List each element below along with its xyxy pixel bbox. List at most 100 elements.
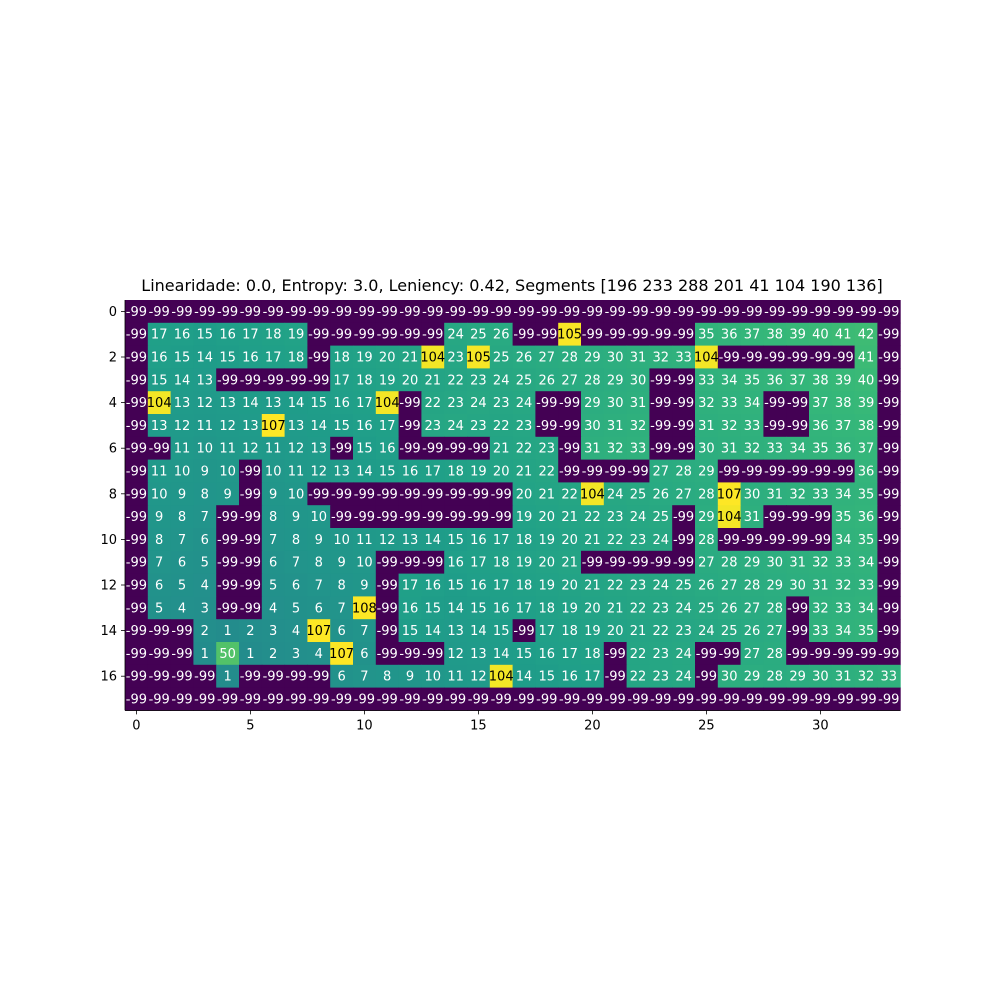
cell-value-label: 24	[447, 419, 464, 434]
heatmap-cell	[444, 642, 468, 666]
heatmap-cell	[467, 345, 491, 369]
heatmap-cell	[558, 664, 582, 689]
heatmap-cell	[854, 436, 878, 461]
heatmap-cell	[717, 322, 742, 347]
heatmap-cell	[695, 391, 719, 415]
cell-value-label: -99	[719, 647, 740, 662]
cell-value-label: 27	[721, 579, 738, 594]
heatmap-cell	[809, 345, 833, 369]
cell-value-label: 38	[858, 419, 875, 434]
cell-value-label: -99	[240, 487, 261, 502]
cell-value-label: 32	[858, 670, 875, 685]
heatmap-cell	[626, 528, 650, 552]
cell-value-label: 19	[470, 465, 487, 480]
heatmap-cell	[558, 505, 582, 529]
heatmap-cell	[763, 687, 787, 711]
cell-value-label: -99	[673, 419, 694, 434]
cell-value-label: 24	[447, 328, 464, 343]
cell-value-label: -99	[582, 465, 603, 480]
heatmap-cell	[558, 550, 582, 575]
cell-value-label: 23	[516, 419, 533, 434]
cell-value-label: 14	[288, 396, 305, 411]
heatmap-cell	[603, 505, 628, 529]
heatmap-cell	[512, 619, 536, 643]
cell-value-label: -99	[582, 693, 603, 708]
cell-value-label: 15	[493, 624, 510, 639]
heatmap-cell	[307, 300, 331, 324]
heatmap-cell	[672, 505, 696, 529]
cell-value-label: 31	[607, 419, 624, 434]
heatmap-cell	[216, 300, 240, 324]
cell-value-label: -99	[468, 305, 489, 320]
cell-value-label: 32	[653, 351, 670, 366]
cell-value-label: 50	[219, 647, 236, 662]
heatmap-cell	[421, 687, 445, 711]
cell-value-label: 22	[447, 373, 464, 388]
cell-value-label: 19	[516, 556, 533, 571]
heatmap-cell	[695, 300, 719, 324]
cell-value-label: 17	[356, 396, 373, 411]
heatmap-cell	[854, 505, 878, 529]
heatmap-cell	[489, 459, 514, 483]
heatmap-cell	[353, 687, 377, 711]
heatmap-cell	[581, 687, 605, 711]
cell-value-label: -99	[377, 601, 398, 616]
cell-value-label: 6	[337, 670, 345, 685]
cell-value-label: 14	[425, 624, 442, 639]
cell-value-label: 21	[516, 465, 533, 480]
heatmap-cell	[695, 573, 719, 597]
heatmap-cell	[831, 505, 856, 529]
cell-value-label: -99	[399, 305, 420, 320]
cell-value-label: -99	[696, 305, 717, 320]
cell-value-label: 21	[584, 533, 601, 548]
heatmap-cell	[854, 528, 878, 552]
cell-value-label: -99	[217, 305, 238, 320]
heatmap-cell	[489, 550, 514, 575]
cell-value-label: 37	[858, 442, 875, 457]
cell-value-label: 13	[402, 533, 419, 548]
cell-value-label: -99	[126, 373, 147, 388]
heatmap-cell	[125, 345, 149, 369]
heatmap-cell	[239, 642, 263, 666]
cell-value-label: 29	[584, 396, 601, 411]
cell-value-label: 17	[584, 670, 601, 685]
heatmap-cell	[398, 505, 422, 529]
heatmap-cell	[854, 619, 878, 643]
heatmap-cell	[740, 300, 764, 324]
cell-value-label: 18	[584, 647, 601, 662]
cell-value-label: 35	[858, 624, 875, 639]
cell-value-label: 9	[337, 556, 345, 571]
heatmap-cell	[284, 505, 308, 529]
heatmap-cell	[695, 528, 719, 552]
cell-value-label: -99	[240, 556, 261, 571]
cell-value-label: 8	[337, 579, 345, 594]
cell-value-label: -99	[194, 670, 215, 685]
heatmap-cell	[261, 505, 286, 529]
heatmap-cell	[284, 414, 308, 438]
cell-value-label: -99	[787, 419, 808, 434]
cell-value-label: -99	[855, 305, 876, 320]
cell-value-label: -99	[833, 351, 854, 366]
heatmap-cell	[649, 619, 673, 643]
cell-value-label: -99	[445, 305, 466, 320]
heatmap-cell	[444, 368, 468, 392]
cell-value-label: 36	[721, 328, 738, 343]
heatmap-cell	[444, 664, 468, 689]
x-tick-label: 30	[812, 718, 829, 733]
cell-value-label: -99	[399, 442, 420, 457]
cell-value-label: 10	[174, 465, 191, 480]
cell-value-label: -99	[878, 305, 899, 320]
heatmap-cell	[740, 550, 764, 575]
heatmap-cell	[717, 596, 742, 620]
cell-value-label: 21	[539, 487, 556, 502]
heatmap-cell	[512, 322, 536, 347]
cell-value-label: 23	[607, 510, 624, 525]
cell-value-label: 14	[493, 647, 510, 662]
heatmap-cell	[581, 573, 605, 597]
heatmap-cell	[330, 573, 354, 597]
heatmap-cell	[786, 459, 810, 483]
cell-value-label: -99	[764, 305, 785, 320]
heatmap-cell	[193, 322, 217, 347]
heatmap-cell	[261, 391, 286, 415]
heatmap-cell	[261, 596, 286, 620]
